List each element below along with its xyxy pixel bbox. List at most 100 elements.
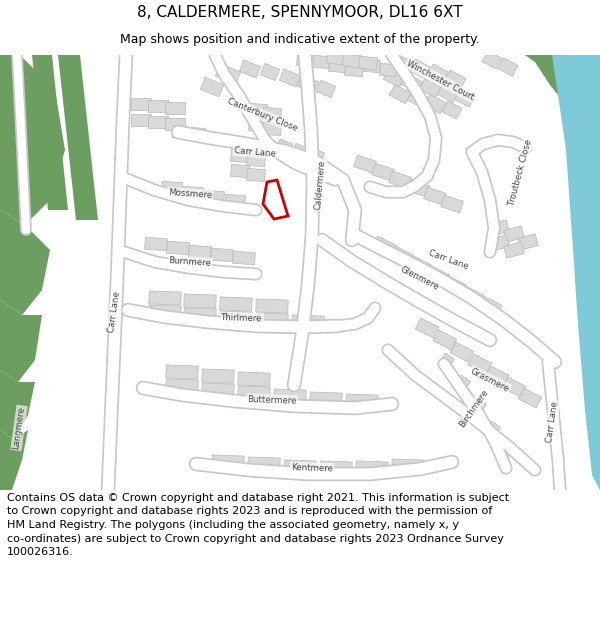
- Polygon shape: [224, 194, 245, 208]
- Text: Carr Lane: Carr Lane: [234, 146, 276, 158]
- Polygon shape: [0, 430, 28, 490]
- Polygon shape: [440, 195, 463, 212]
- Polygon shape: [343, 54, 361, 68]
- Polygon shape: [427, 64, 449, 84]
- Polygon shape: [0, 55, 65, 225]
- Polygon shape: [256, 299, 288, 313]
- Polygon shape: [233, 251, 256, 265]
- Polygon shape: [220, 297, 252, 311]
- Polygon shape: [0, 370, 35, 440]
- Polygon shape: [437, 84, 459, 102]
- Polygon shape: [200, 78, 224, 97]
- Polygon shape: [247, 153, 265, 167]
- Text: Langmere: Langmere: [11, 406, 26, 450]
- Polygon shape: [215, 64, 241, 84]
- Polygon shape: [552, 55, 600, 490]
- Polygon shape: [131, 114, 151, 126]
- Polygon shape: [184, 308, 216, 322]
- Polygon shape: [485, 366, 509, 386]
- Polygon shape: [502, 377, 526, 397]
- Polygon shape: [373, 236, 395, 256]
- Polygon shape: [238, 386, 270, 400]
- Polygon shape: [212, 455, 244, 469]
- Polygon shape: [202, 383, 234, 397]
- Polygon shape: [298, 75, 319, 93]
- Polygon shape: [220, 311, 252, 325]
- Polygon shape: [496, 444, 512, 462]
- Polygon shape: [256, 313, 288, 327]
- Polygon shape: [248, 118, 268, 132]
- Polygon shape: [184, 294, 216, 308]
- Polygon shape: [191, 127, 205, 141]
- Polygon shape: [310, 392, 342, 406]
- Polygon shape: [280, 69, 301, 87]
- Polygon shape: [344, 63, 364, 77]
- Polygon shape: [356, 461, 388, 475]
- Text: Birchmere: Birchmere: [458, 388, 490, 429]
- Polygon shape: [32, 55, 68, 210]
- Polygon shape: [427, 266, 449, 286]
- Polygon shape: [148, 116, 168, 128]
- Polygon shape: [442, 101, 462, 119]
- Polygon shape: [364, 59, 380, 72]
- Polygon shape: [407, 179, 430, 197]
- Polygon shape: [145, 238, 167, 251]
- Polygon shape: [263, 180, 288, 219]
- Polygon shape: [489, 235, 509, 251]
- Text: Mossmere: Mossmere: [167, 188, 212, 200]
- Polygon shape: [525, 55, 600, 120]
- Polygon shape: [131, 98, 151, 110]
- Polygon shape: [248, 103, 268, 117]
- Polygon shape: [173, 126, 187, 139]
- Polygon shape: [248, 457, 280, 471]
- Polygon shape: [296, 53, 316, 67]
- Polygon shape: [313, 55, 331, 69]
- Text: 8, CALDERMERE, SPENNYMOOR, DL16 6XT: 8, CALDERMERE, SPENNYMOOR, DL16 6XT: [137, 4, 463, 19]
- Polygon shape: [149, 305, 181, 319]
- Text: Canterbury Close: Canterbury Close: [226, 97, 298, 133]
- Polygon shape: [247, 168, 265, 182]
- Polygon shape: [230, 164, 250, 177]
- Polygon shape: [329, 59, 347, 72]
- Polygon shape: [380, 63, 397, 77]
- Text: Contains OS data © Crown copyright and database right 2021. This information is : Contains OS data © Crown copyright and d…: [7, 492, 509, 557]
- Polygon shape: [263, 122, 281, 136]
- Polygon shape: [489, 220, 509, 236]
- Polygon shape: [263, 107, 281, 121]
- Text: Troutbeck Close: Troutbeck Close: [507, 138, 533, 206]
- Polygon shape: [437, 353, 455, 371]
- Polygon shape: [504, 226, 524, 242]
- Polygon shape: [504, 242, 524, 258]
- Polygon shape: [182, 186, 203, 199]
- Polygon shape: [316, 81, 335, 98]
- Polygon shape: [371, 163, 394, 181]
- Polygon shape: [260, 64, 280, 81]
- Polygon shape: [455, 89, 475, 107]
- Polygon shape: [389, 171, 412, 189]
- Polygon shape: [469, 354, 491, 374]
- Polygon shape: [166, 379, 198, 393]
- Polygon shape: [415, 318, 439, 338]
- Polygon shape: [274, 389, 306, 403]
- Polygon shape: [454, 375, 470, 393]
- Polygon shape: [58, 55, 98, 220]
- Text: Caldermere: Caldermere: [313, 159, 326, 211]
- Polygon shape: [166, 365, 198, 379]
- Polygon shape: [203, 191, 224, 204]
- Polygon shape: [275, 139, 293, 157]
- Polygon shape: [498, 58, 518, 76]
- Polygon shape: [307, 148, 325, 164]
- Polygon shape: [353, 155, 376, 172]
- Polygon shape: [167, 241, 190, 255]
- Text: Carr Lane: Carr Lane: [545, 401, 559, 443]
- Polygon shape: [401, 74, 423, 92]
- Polygon shape: [320, 461, 352, 475]
- Polygon shape: [424, 188, 446, 205]
- Text: Map shows position and indicative extent of the property.: Map shows position and indicative extent…: [120, 33, 480, 46]
- Text: Buttermere: Buttermere: [247, 394, 297, 406]
- Text: Winchester Court: Winchester Court: [405, 59, 475, 101]
- Text: Kentmere: Kentmere: [291, 462, 333, 473]
- Polygon shape: [419, 79, 441, 98]
- Polygon shape: [202, 369, 234, 383]
- Polygon shape: [284, 460, 316, 474]
